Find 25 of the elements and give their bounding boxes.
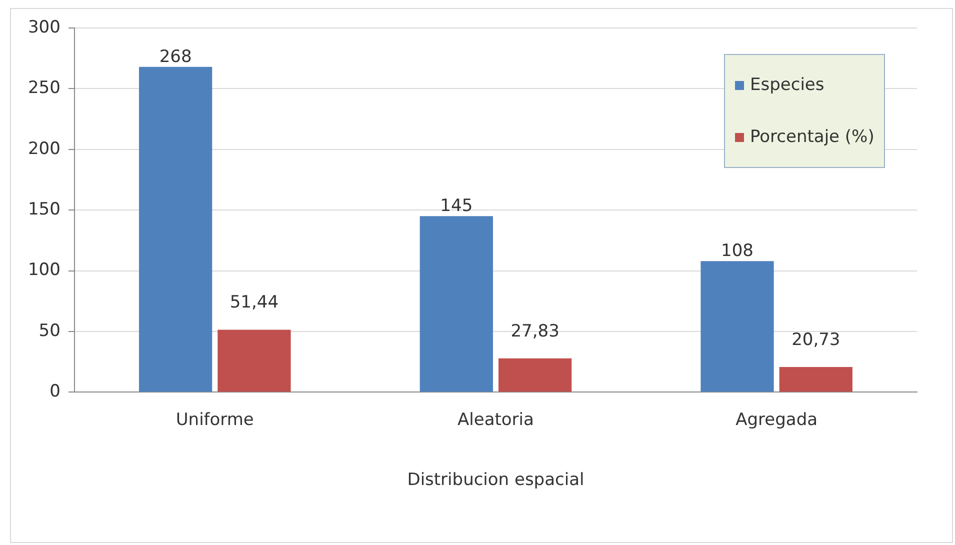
data-label: 51,44 <box>230 292 279 313</box>
x-axis-title: Distribucion espacial <box>407 470 584 490</box>
bar <box>420 216 493 392</box>
y-tick-label: 150 <box>28 200 60 220</box>
x-tick-label: Uniforme <box>176 410 254 430</box>
y-tick-label: 50 <box>38 320 60 341</box>
bar <box>779 367 852 392</box>
bar <box>138 66 212 392</box>
legend-label: Porcentaje (%) <box>750 127 874 147</box>
y-tick-label: 300 <box>28 17 60 38</box>
x-tick-label: Aleatoria <box>458 410 534 430</box>
bar <box>700 261 774 392</box>
y-tick-label: 250 <box>28 78 60 98</box>
bar <box>218 330 291 392</box>
data-label: 20,73 <box>792 330 840 350</box>
y-tick-label: 200 <box>28 138 60 159</box>
y-tick-label: 0 <box>50 382 60 402</box>
x-tick-label: Agregada <box>736 410 818 430</box>
bar <box>498 358 572 392</box>
data-label: 108 <box>721 241 754 262</box>
data-label: 268 <box>159 46 192 67</box>
data-label: 145 <box>440 196 473 216</box>
data-label: 27,83 <box>510 321 560 342</box>
legend-label: Especies <box>750 75 824 95</box>
y-tick-label: 100 <box>28 260 60 280</box>
